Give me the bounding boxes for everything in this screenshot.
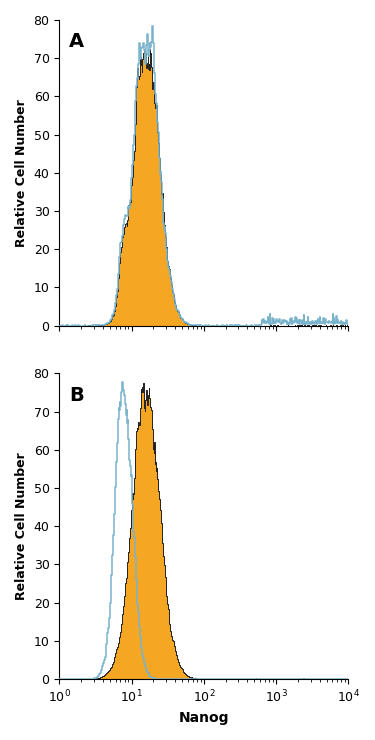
Text: A: A — [69, 33, 84, 51]
Y-axis label: Relative Cell Number: Relative Cell Number — [15, 452, 28, 600]
Y-axis label: Relative Cell Number: Relative Cell Number — [15, 99, 28, 246]
Text: B: B — [69, 386, 84, 405]
X-axis label: Nanog: Nanog — [178, 711, 229, 725]
